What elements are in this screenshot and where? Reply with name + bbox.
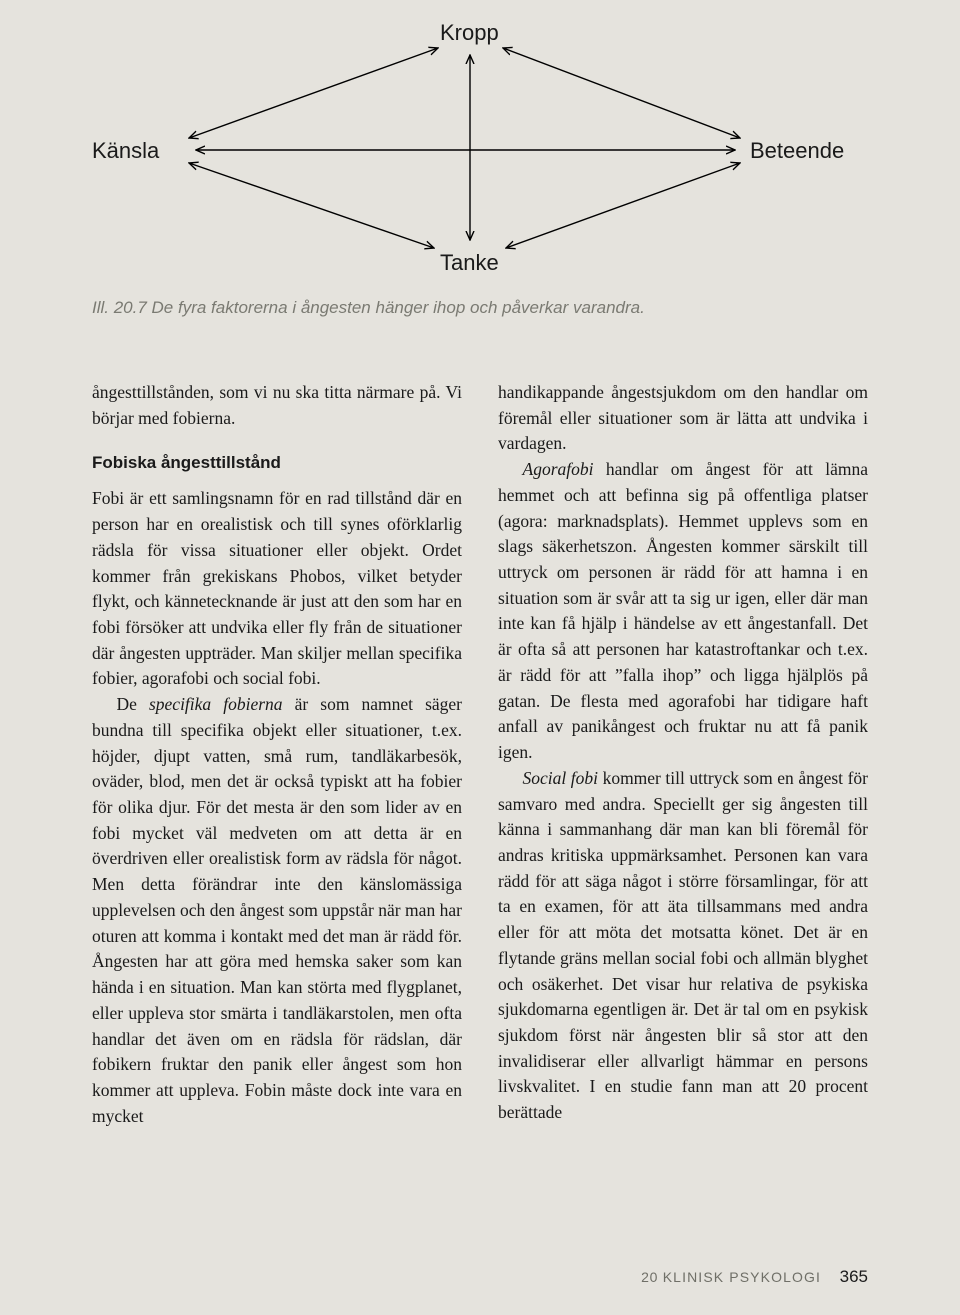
page-footer: 20 KLINISK PSYKOLOGI 365 [641,1267,868,1287]
col2-para2: Agorafobi handlar om ångest för att lämn… [498,457,868,766]
col1-para2: Fobi är ett samlingsnamn för en rad till… [92,486,462,692]
col2-para3-post: kommer till uttryck som en ångest för sa… [498,768,868,1122]
main-content: ångesttillstånden, som vi nu ska titta n… [0,318,960,1129]
col2-para3: Social fobi kommer till uttryck som en å… [498,766,868,1126]
footer-page-num: 365 [840,1267,868,1286]
col1-para3-pre: De [117,694,149,714]
node-kropp: Kropp [440,20,499,46]
node-tanke: Tanke [440,250,499,276]
footer-chapter-name: KLINISK PSYKOLOGI [663,1269,821,1285]
node-beteende: Beteende [750,138,844,164]
diagram-area: Kropp Känsla Beteende Tanke [0,0,960,290]
figure-caption: Ill. 20.7 De fyra faktorerna i ångesten … [0,290,960,318]
col2-para2-post: handlar om ångest för att lämna hemmet o… [498,459,868,762]
col1-para3: De specifika fobierna är som namnet säge… [92,692,462,1129]
footer-chapter-num: 20 [641,1269,658,1285]
col1-subhead: Fobiska ångesttillstånd [92,451,462,476]
node-kansla: Känsla [92,138,159,164]
column-left: ångesttillstånden, som vi nu ska titta n… [92,380,462,1129]
col2-para2-em: Agorafobi [523,459,594,479]
column-right: handikappande ångestsjukdom om den handl… [498,380,868,1129]
col1-para1: ångesttillstånden, som vi nu ska titta n… [92,380,462,431]
col1-para3-em: specifika fobierna [149,694,283,714]
col1-para3-post: är som namnet säger bundna till specifik… [92,694,462,1126]
col2-para3-em: Social fobi [523,768,599,788]
col2-para1: handikappande ångestsjukdom om den handl… [498,380,868,457]
